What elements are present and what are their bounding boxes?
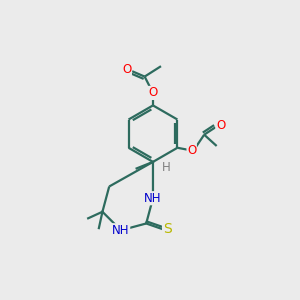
Text: H: H: [162, 161, 171, 174]
Text: O: O: [216, 119, 225, 132]
Text: S: S: [163, 222, 171, 236]
Text: O: O: [187, 144, 196, 157]
Text: O: O: [148, 86, 158, 99]
Text: O: O: [122, 63, 131, 76]
Text: NH: NH: [144, 192, 162, 205]
Text: NH: NH: [112, 224, 130, 237]
